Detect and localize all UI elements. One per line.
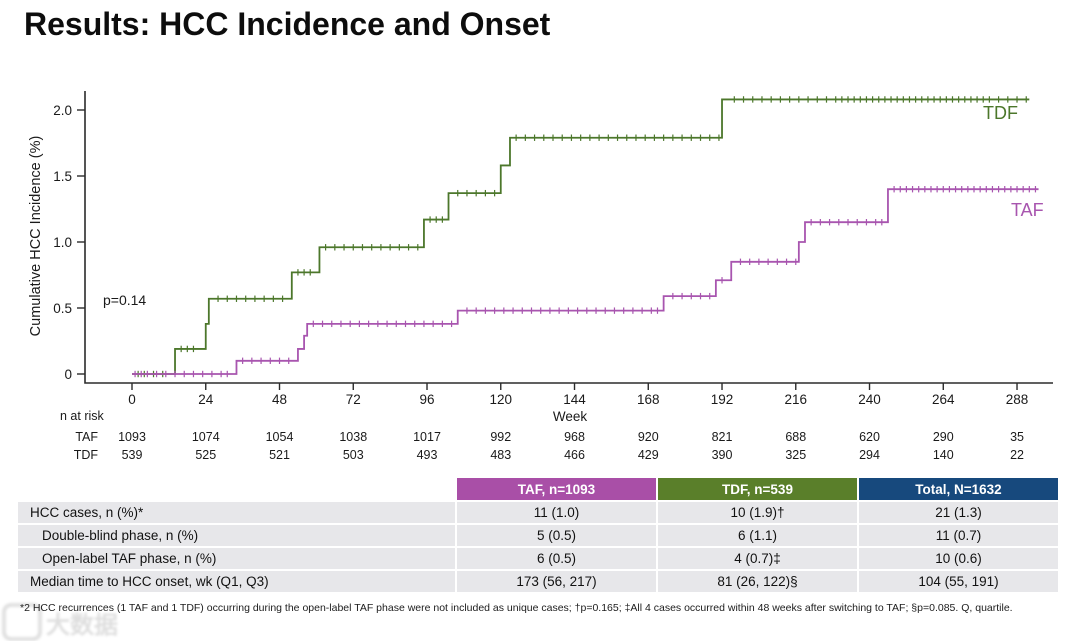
summary-row: HCC cases, n (%)* 11 (1.0) 10 (1.9)† 21 (1.…	[18, 502, 1058, 523]
summary-row: Median time to HCC onset, wk (Q1, Q3) 173…	[18, 571, 1058, 592]
summary-header-row: TAF, n=1093 TDF, n=539 Total, N=1632	[18, 478, 1058, 500]
n-at-risk-value: 290	[932, 430, 954, 444]
summary-row-label: HCC cases, n (%)*	[18, 502, 455, 523]
summary-cell: 10 (0.6)	[859, 548, 1058, 569]
n-at-risk-value: 1074	[191, 430, 220, 444]
footnote: *2 HCC recurrences (1 TAF and 1 TDF) occ…	[20, 602, 1013, 614]
summary-row-label: Open-label TAF phase, n (%)	[18, 548, 455, 569]
x-tick-label: 0	[128, 392, 136, 407]
n-at-risk-value: 503	[342, 448, 364, 462]
x-tick-label: 144	[563, 392, 586, 407]
summary-cell: 5 (0.5)	[457, 525, 656, 546]
x-tick-label: 192	[711, 392, 734, 407]
summary-row-label: Double-blind phase, n (%)	[18, 525, 455, 546]
n-at-risk-value: 35	[1010, 430, 1024, 444]
n-at-risk-value: 1038	[339, 430, 368, 444]
y-tick-label: 1.0	[53, 235, 72, 250]
n-at-risk-value: 429	[637, 448, 659, 462]
n-at-risk-value: 1017	[413, 430, 441, 444]
x-tick-label: 120	[489, 392, 512, 407]
y-tick-label: 2.0	[53, 103, 72, 118]
watermark-logo	[2, 603, 42, 641]
summary-row: Open-label TAF phase, n (%) 6 (0.5) 4 (0.7…	[18, 548, 1058, 569]
summary-header-spacer	[18, 478, 455, 500]
p-value-annotation: p=0.14	[103, 292, 147, 308]
n-at-risk-value: 483	[490, 448, 512, 462]
n-at-risk-title: n at risk	[60, 409, 104, 423]
summary-header-cell: Total, N=1632	[859, 478, 1058, 500]
summary-cell: 10 (1.9)†	[658, 502, 857, 523]
y-axis-title: Cumulative HCC Incidence (%)	[28, 135, 44, 337]
summary-cell: 4 (0.7)‡	[658, 548, 857, 569]
watermark: 大数据	[2, 603, 118, 641]
summary-header-cell: TAF, n=1093	[457, 478, 656, 500]
series-label-tdf: TDF	[983, 103, 1018, 123]
n-at-risk-value: 968	[564, 430, 585, 444]
n-at-risk-value: 493	[416, 448, 438, 462]
x-axis-title: Week	[552, 409, 588, 424]
summary-cell: 173 (56, 217)	[457, 571, 656, 592]
km-curve-tdf	[132, 98, 1030, 375]
summary-header-cell: TDF, n=539	[658, 478, 857, 500]
x-tick-label: 168	[637, 392, 660, 407]
summary-row-label: Median time to HCC onset, wk (Q1, Q3)	[18, 571, 455, 592]
summary-cell: 104 (55, 191)	[859, 571, 1058, 592]
n-at-risk-value: 539	[121, 448, 143, 462]
summary-cell: 11 (1.0)	[457, 502, 656, 523]
n-at-risk-value: 620	[859, 430, 880, 444]
x-tick-label: 240	[858, 392, 881, 407]
n-at-risk-value: 140	[932, 448, 954, 462]
n-at-risk-value: 1054	[265, 430, 294, 444]
summary-cell: 6 (0.5)	[457, 548, 656, 569]
summary-cell: 11 (0.7)	[859, 525, 1058, 546]
watermark-text: 大数据	[46, 611, 118, 639]
y-tick-label: 0.5	[53, 301, 72, 316]
summary-cell: 21 (1.3)	[859, 502, 1058, 523]
summary-table: TAF, n=1093 TDF, n=539 Total, N=1632 HCC ca…	[18, 478, 1058, 592]
x-tick-label: 48	[272, 392, 287, 407]
x-tick-label: 72	[346, 392, 361, 407]
x-tick-label: 288	[1006, 392, 1029, 407]
n-at-risk-row-label: TDF	[73, 448, 98, 462]
summary-cell: 6 (1.1)	[658, 525, 857, 546]
axis-lines	[84, 91, 1053, 384]
x-tick-label: 216	[785, 392, 808, 407]
series-label-taf: TAF	[1011, 200, 1044, 220]
n-at-risk-value: 688	[785, 430, 807, 444]
km-curve-taf	[132, 188, 1039, 375]
n-at-risk-value: 992	[490, 430, 512, 444]
y-tick-label: 0	[64, 367, 72, 382]
summary-cell: 81 (26, 122)§	[658, 571, 857, 592]
n-at-risk-value: 1093	[118, 430, 146, 444]
y-tick-label: 1.5	[53, 169, 72, 184]
n-at-risk-value: 521	[269, 448, 290, 462]
n-at-risk-value: 821	[711, 430, 733, 444]
x-tick-label: 24	[198, 392, 214, 407]
n-at-risk-value: 325	[785, 448, 807, 462]
summary-row: Double-blind phase, n (%) 5 (0.5) 6 (1.1) 1…	[18, 525, 1058, 546]
n-at-risk-value: 920	[637, 430, 659, 444]
page-title: Results: HCC Incidence and Onset	[24, 6, 551, 42]
n-at-risk-value: 525	[195, 448, 217, 462]
n-at-risk-row-label: TAF	[75, 430, 98, 444]
x-tick-label: 96	[419, 392, 434, 407]
n-at-risk-value: 390	[711, 448, 733, 462]
x-tick-label: 264	[932, 392, 955, 407]
n-at-risk-value: 294	[859, 448, 880, 462]
n-at-risk-value: 22	[1010, 448, 1024, 462]
n-at-risk-value: 466	[564, 448, 585, 462]
